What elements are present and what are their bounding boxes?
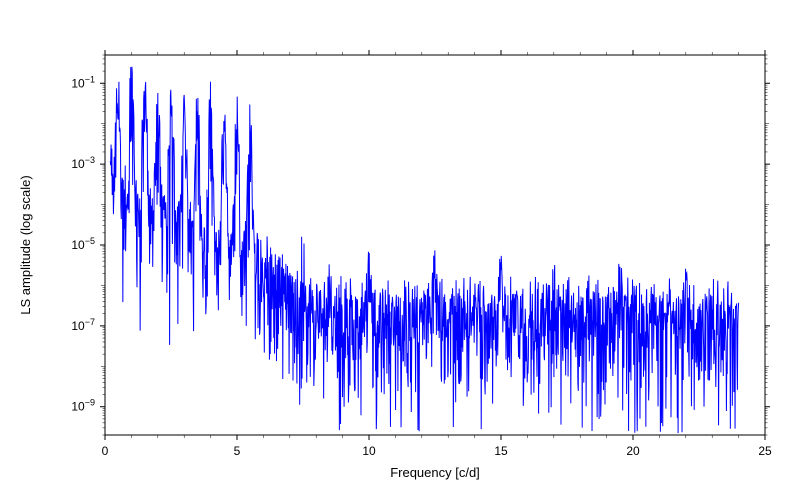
x-tick-label: 15 xyxy=(494,444,508,458)
y-tick-label: 10−7 xyxy=(71,317,95,333)
y-tick-label: 10−5 xyxy=(71,236,95,252)
x-tick-label: 0 xyxy=(102,444,109,458)
y-tick-label: 10−3 xyxy=(71,155,95,171)
x-tick-label: 20 xyxy=(626,444,640,458)
chart-svg: 0 5 10 15 20 25 10−9 10−7 10−5 10−3 10−1 Frequency … xyxy=(0,0,800,500)
y-tick-label: 10−1 xyxy=(71,74,95,90)
amplitude-series xyxy=(110,67,738,433)
x-tick-label: 25 xyxy=(758,444,772,458)
periodogram-chart: 0 5 10 15 20 25 10−9 10−7 10−5 10−3 10−1 Frequency … xyxy=(0,0,800,500)
y-tick-label: 10−9 xyxy=(71,398,95,414)
x-tick-label: 5 xyxy=(234,444,241,458)
x-tick-label: 10 xyxy=(362,444,376,458)
x-axis-label: Frequency [c/d] xyxy=(390,465,480,480)
y-axis-label: LS amplitude (log scale) xyxy=(18,175,33,314)
